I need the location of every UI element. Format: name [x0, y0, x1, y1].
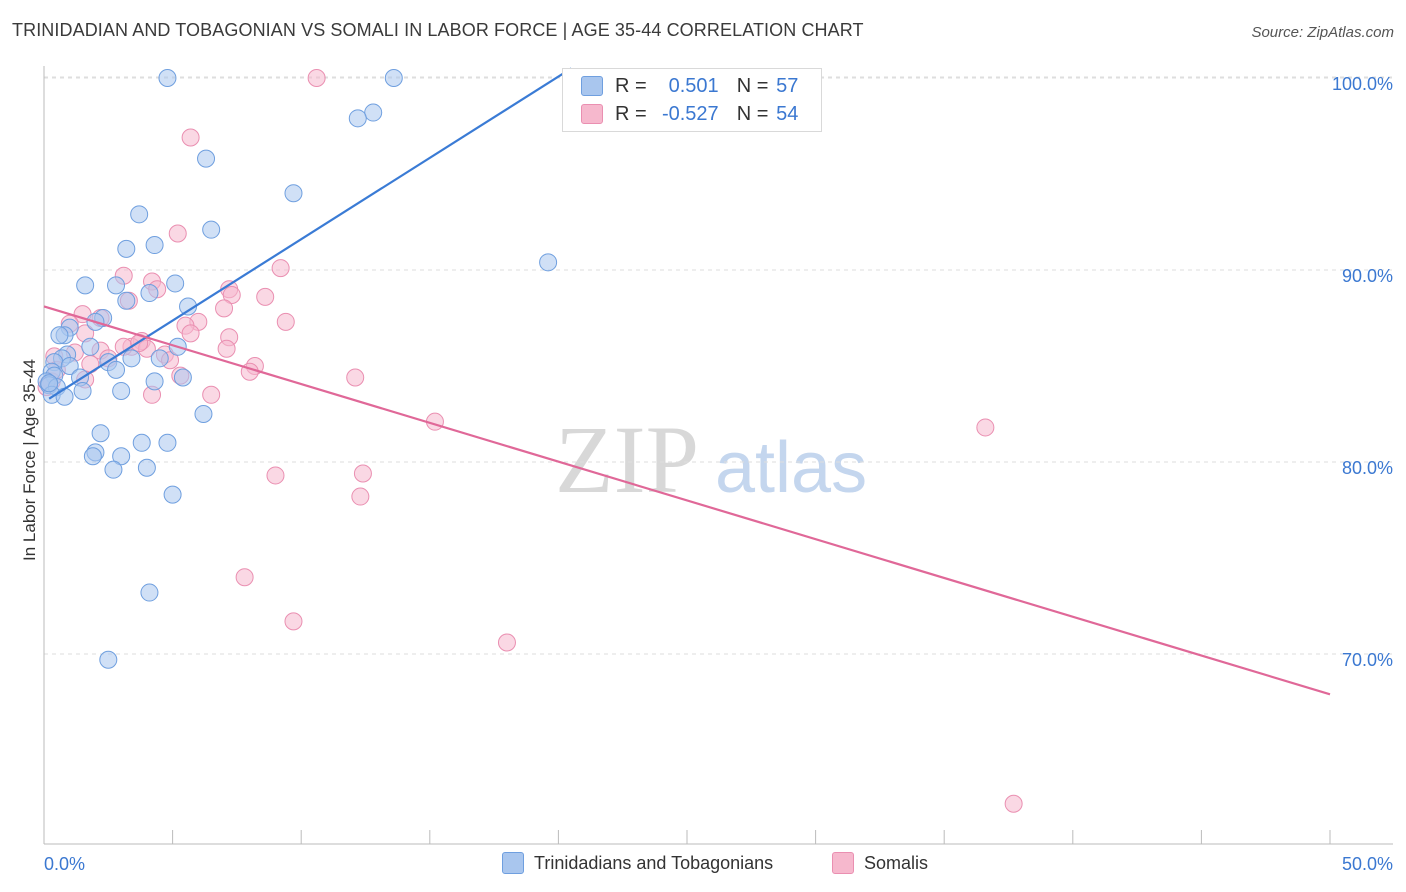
- tick-labels: 70.0% 80.0% 90.0% 100.0% 0.0% 50.0%: [44, 74, 1393, 874]
- data-point: [104, 460, 123, 479]
- data-point: [81, 337, 100, 356]
- legend-r-label: R =: [615, 102, 647, 125]
- data-point: [91, 424, 110, 443]
- legend-label-trinidadians: Trinidadians and Tobagonians: [534, 852, 774, 873]
- data-point: [307, 69, 326, 87]
- data-point: [284, 184, 303, 203]
- data-point: [50, 326, 69, 345]
- axes: [43, 66, 1393, 845]
- legend-n-label: N =: [736, 102, 769, 125]
- data-point: [202, 220, 221, 239]
- data-point: [1004, 794, 1023, 813]
- data-point: [215, 299, 234, 318]
- data-point: [73, 381, 92, 400]
- series-legend: Trinidadians and Tobagonians Somalis: [0, 852, 1406, 878]
- data-point: [348, 109, 367, 128]
- y-tick-label: 100.0%: [1332, 74, 1393, 94]
- data-point: [60, 357, 79, 375]
- y-tick-label: 80.0%: [1342, 458, 1393, 478]
- trend-line: [43, 305, 1331, 696]
- series-trinidadians: [37, 69, 558, 669]
- data-point: [168, 224, 187, 243]
- y-axis-label: In Labor Force | Age 35-44: [20, 359, 39, 561]
- legend-item-trinidadians: Trinidadians and Tobagonians: [502, 852, 773, 874]
- data-point: [271, 259, 290, 278]
- data-point: [539, 253, 558, 272]
- data-point: [222, 285, 241, 304]
- data-point: [364, 103, 383, 122]
- x-tick-label: 50.0%: [1342, 854, 1393, 874]
- legend-r-value: 0.501: [668, 74, 719, 97]
- y-tick-label: 70.0%: [1342, 650, 1393, 670]
- data-point: [163, 485, 182, 504]
- data-point: [217, 339, 236, 358]
- data-point: [353, 464, 372, 483]
- data-point: [158, 433, 177, 452]
- data-point: [173, 368, 192, 387]
- data-point: [76, 276, 95, 295]
- trend-lines: [43, 67, 1331, 696]
- data-point: [99, 650, 118, 669]
- data-point: [158, 69, 177, 87]
- data-point: [132, 433, 151, 452]
- legend-row-trinidadians: R = 0.501 N = 57: [581, 75, 798, 97]
- x-tick-label: 0.0%: [44, 854, 85, 874]
- data-point: [130, 205, 149, 224]
- data-point: [117, 291, 136, 310]
- data-point: [181, 128, 200, 147]
- legend-n-label: N =: [736, 74, 769, 97]
- data-point: [194, 405, 213, 423]
- data-point: [117, 239, 136, 258]
- data-point: [256, 287, 275, 306]
- data-point: [197, 149, 216, 168]
- data-point: [150, 349, 169, 368]
- data-point: [346, 368, 365, 387]
- source-label: Source: ZipAtlas.com: [1251, 24, 1394, 41]
- legend-r-label: R =: [615, 74, 647, 97]
- data-point: [276, 312, 295, 331]
- data-point: [145, 236, 164, 255]
- data-point: [112, 381, 131, 400]
- data-point: [351, 487, 370, 506]
- data-point: [145, 372, 164, 391]
- series-somalis: [37, 69, 1023, 813]
- legend-n-value: 54: [776, 102, 799, 125]
- data-point: [137, 458, 156, 477]
- data-point: [83, 447, 102, 466]
- legend-r-value: -0.527: [661, 102, 719, 125]
- legend-item-somalis: Somalis: [832, 852, 928, 874]
- data-point: [140, 284, 159, 303]
- legend-label-somalis: Somalis: [864, 852, 929, 873]
- data-point: [112, 447, 131, 466]
- stats-legend: R = 0.501 N = 57 R = -0.527 N = 54: [562, 68, 822, 132]
- chart-title: TRINIDADIAN AND TOBAGONIAN VS SOMALI IN …: [12, 20, 864, 40]
- data-point: [122, 349, 141, 368]
- data-point: [266, 466, 285, 485]
- data-point: [497, 633, 516, 652]
- legend-swatch-blue: [502, 852, 524, 874]
- trend-line: [48, 67, 572, 400]
- data-point: [384, 69, 403, 87]
- watermark: ZIP atlas: [555, 406, 867, 513]
- legend-n-value: 57: [776, 74, 799, 97]
- y-tick-label: 90.0%: [1342, 266, 1393, 286]
- legend-row-somalis: R = -0.527 N = 54: [581, 103, 798, 125]
- legend-swatch-blue: [581, 76, 603, 96]
- data-point: [976, 418, 995, 437]
- watermark-atlas: atlas: [715, 428, 867, 508]
- legend-swatch-pink: [832, 852, 854, 874]
- data-point: [181, 324, 200, 343]
- data-point: [40, 374, 59, 393]
- data-point: [107, 276, 126, 295]
- data-point: [140, 583, 159, 602]
- data-point: [235, 568, 254, 587]
- legend-swatch-pink: [581, 104, 603, 124]
- data-point: [55, 387, 74, 406]
- data-point: [202, 385, 221, 404]
- watermark-zip: ZIP: [555, 406, 699, 513]
- data-point: [107, 360, 126, 379]
- data-point: [284, 612, 303, 631]
- data-point: [166, 274, 185, 293]
